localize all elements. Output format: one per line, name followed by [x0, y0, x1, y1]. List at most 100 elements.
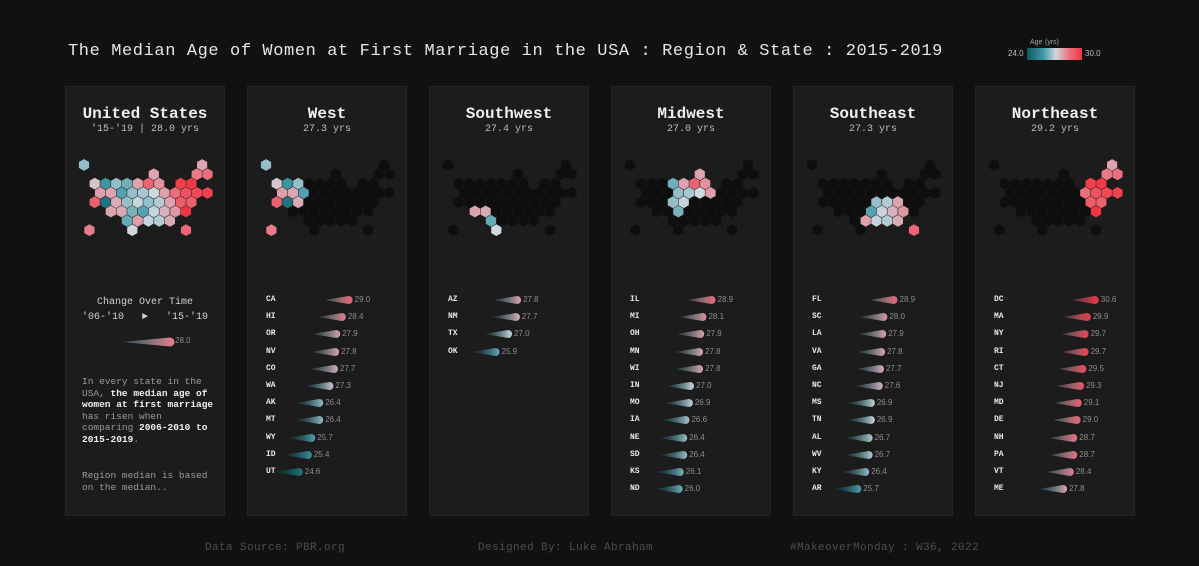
state-label: MT: [266, 415, 276, 425]
hex-state-ia: [502, 187, 513, 199]
hex-state-ut: [282, 196, 293, 209]
hex-state-ct: [737, 187, 748, 199]
color-legend: Age (yrs) 24.0 30.0: [1008, 36, 1104, 66]
hex-state-ny: [1085, 177, 1096, 190]
hex-state-nm: [298, 205, 309, 218]
hex-state-ia: [138, 187, 149, 199]
hex-state-ny: [721, 177, 732, 190]
state-arrow-mark: [324, 296, 353, 304]
hex-state-tn: [330, 205, 341, 218]
state-arrow-mark: [287, 433, 316, 442]
state-value: 26.7: [874, 432, 891, 442]
hex-state-ok: [849, 214, 861, 227]
state-value: 26.4: [325, 415, 341, 425]
hex-state-hi: [812, 224, 823, 236]
hex-state-ak: [78, 159, 90, 171]
hex-state-tx: [491, 224, 502, 236]
hex-state-mn: [678, 177, 689, 190]
state-value: 28.4: [1075, 467, 1092, 476]
hex-state-tn: [694, 205, 705, 218]
state-label: UT: [266, 467, 276, 476]
hex-state-oh: [523, 187, 534, 199]
state-row: NM 27.7: [430, 309, 590, 325]
state-row: PA 28.7: [976, 447, 1136, 463]
hex-state-me: [379, 159, 390, 171]
state-arrow-svg: [274, 468, 303, 476]
state-arrow-mark: [855, 364, 884, 373]
state-label: MA: [994, 312, 1004, 322]
hex-state-pa: [1080, 187, 1091, 199]
state-arrow-mark: [1045, 468, 1074, 476]
hex-state-ri: [1112, 187, 1123, 199]
state-label: RI: [994, 346, 1004, 356]
hex-state-ak: [806, 159, 818, 171]
state-arrow-svg: [1039, 485, 1068, 494]
state-row: CT 29.5: [976, 361, 1136, 377]
panel-title: Southeast: [829, 105, 917, 123]
hex-state-co: [293, 196, 304, 209]
state-value: 29.5: [1088, 363, 1104, 373]
state-arrow-mark: [317, 313, 346, 322]
hex-state-co: [111, 196, 122, 209]
state-arrow-mark: [1053, 399, 1082, 408]
state-label: NM: [448, 312, 458, 322]
hex-state-ca: [635, 196, 646, 209]
state-value: 27.8: [705, 363, 721, 373]
hex-state-la: [314, 214, 325, 227]
hex-state-ca: [89, 196, 100, 209]
hex-state-wv: [1064, 196, 1075, 209]
state-label: VA: [812, 346, 822, 356]
change-periods: '06-'10 ► '15-'19: [66, 310, 224, 325]
hex-state-nh: [930, 168, 941, 181]
hex-state-mo: [1042, 196, 1053, 209]
legend-tick: [1054, 50, 1055, 58]
hex-state-sc: [352, 205, 363, 218]
hex-state-ct: [919, 187, 930, 199]
state-row: TN 26.9: [794, 412, 954, 428]
hex-state-il: [1053, 177, 1064, 190]
hex-state-nc: [523, 205, 534, 218]
state-value: 27.8: [887, 346, 903, 356]
hex-state-wi: [512, 168, 523, 181]
footer-source: Data Source: PBR.org: [205, 542, 346, 554]
state-value: 24.6: [304, 467, 321, 476]
hex-state-ga: [528, 214, 539, 227]
state-value: 27.6: [884, 381, 901, 390]
state-value: 26.4: [871, 467, 887, 476]
hex-state-sc: [170, 205, 181, 218]
hex-state-me: [925, 159, 936, 171]
hex-state-nj: [908, 187, 920, 199]
state-label: OR: [266, 329, 276, 339]
state-label: CA: [266, 295, 276, 304]
hex-state-sc: [898, 205, 909, 218]
hex-state-nm: [662, 205, 673, 218]
state-arrow-svg: [661, 416, 690, 425]
desc-part: .: [133, 433, 140, 445]
hex-state-la: [678, 214, 689, 227]
hex-state-wy: [1026, 187, 1037, 199]
hex-state-ny: [175, 177, 186, 190]
hex-state-ut: [828, 196, 839, 209]
state-arrow-mark: [661, 416, 690, 425]
hex-map: [624, 159, 759, 236]
hex-state-mi: [700, 177, 711, 190]
hex-map: [260, 159, 395, 236]
hex-state-nj: [362, 187, 374, 199]
hex-state-ne: [1031, 196, 1043, 209]
hex-state-hi: [994, 224, 1005, 236]
state-label: WA: [266, 381, 276, 390]
state-arrow-mark: [857, 347, 886, 356]
hex-state-ms: [871, 214, 882, 227]
hex-state-id: [464, 177, 475, 190]
hex-state-ut: [100, 196, 111, 209]
state-value: 26.7: [874, 449, 891, 459]
hex-state-mt: [657, 177, 668, 190]
hex-state-wi: [694, 168, 705, 181]
hex-state-ky: [325, 196, 336, 209]
hex-state-mo: [860, 196, 871, 209]
state-label: SC: [812, 312, 822, 322]
hex-state-il: [689, 177, 700, 190]
hex-state-ar: [138, 205, 149, 218]
state-arrow-svg: [1058, 364, 1087, 373]
state-arrow-mark: [274, 468, 303, 476]
